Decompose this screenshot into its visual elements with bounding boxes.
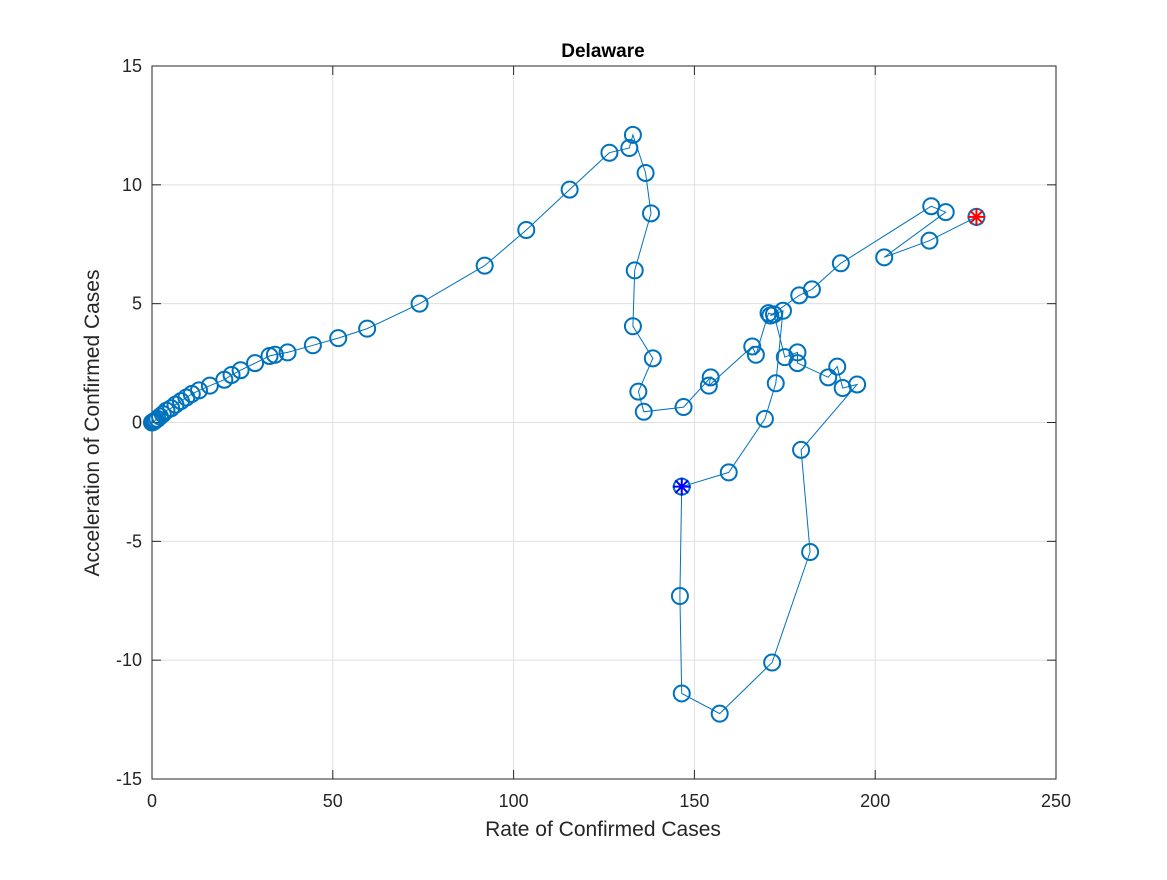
data-point bbox=[701, 368, 720, 387]
data-point bbox=[801, 543, 820, 562]
y-tick-label: 10 bbox=[122, 175, 142, 195]
data-point bbox=[517, 220, 536, 239]
x-tick-label: 250 bbox=[1041, 791, 1071, 811]
data-point bbox=[788, 354, 807, 373]
end-point-marker bbox=[967, 207, 986, 226]
data-point bbox=[190, 381, 209, 400]
data-point bbox=[222, 365, 241, 384]
data-point bbox=[303, 336, 322, 355]
data-point bbox=[802, 280, 821, 299]
data-point bbox=[792, 440, 811, 459]
chart-title: Delaware bbox=[561, 41, 644, 62]
data-point bbox=[763, 653, 782, 672]
data-point bbox=[719, 463, 738, 482]
data-point bbox=[761, 306, 780, 325]
x-tick-label: 0 bbox=[147, 791, 157, 811]
data-point bbox=[475, 256, 494, 275]
data-point bbox=[674, 398, 693, 417]
data-point bbox=[629, 382, 648, 401]
data-point bbox=[642, 204, 661, 223]
y-tick-label: -5 bbox=[126, 531, 142, 551]
data-point bbox=[278, 343, 297, 362]
x-axis-label: Rate of Confirmed Cases bbox=[485, 818, 721, 841]
y-tick-label: -15 bbox=[116, 769, 142, 789]
data-point bbox=[358, 319, 377, 338]
ticks: 0 50 100 150 200 250 -15 -10 -5 0 5 10 15 bbox=[116, 56, 1071, 811]
y-tick-label: -10 bbox=[116, 650, 142, 670]
data-point bbox=[710, 704, 729, 723]
data-point bbox=[788, 343, 807, 362]
data-point bbox=[560, 180, 579, 199]
y-tick-label: 15 bbox=[122, 56, 142, 76]
x-tick-label: 200 bbox=[860, 791, 890, 811]
data-point bbox=[848, 375, 867, 394]
data-point bbox=[831, 254, 850, 273]
y-axis-label: Acceleration of Confirmed Cases bbox=[81, 270, 104, 577]
y-tick-label: 0 bbox=[132, 413, 142, 433]
data-point bbox=[819, 368, 838, 387]
data-point bbox=[265, 345, 284, 364]
data-point bbox=[743, 337, 762, 356]
y-tick-label: 5 bbox=[132, 294, 142, 314]
x-tick-label: 100 bbox=[499, 791, 529, 811]
data-point bbox=[773, 301, 792, 320]
data-point bbox=[623, 125, 642, 144]
data-point bbox=[875, 248, 894, 267]
data-point bbox=[936, 203, 955, 222]
data-point bbox=[670, 586, 689, 605]
start-point-marker-stroke bbox=[674, 479, 689, 494]
x-tick-label: 50 bbox=[323, 791, 343, 811]
data-point bbox=[410, 294, 429, 313]
highlight-markers bbox=[672, 207, 986, 496]
data-point bbox=[766, 374, 785, 393]
data-point bbox=[699, 376, 718, 395]
data-point bbox=[600, 143, 619, 162]
data-point bbox=[634, 402, 653, 421]
data-point bbox=[746, 345, 765, 364]
data-point bbox=[920, 231, 939, 250]
data-point bbox=[620, 138, 639, 157]
data-point bbox=[636, 163, 655, 182]
x-tick-label: 150 bbox=[679, 791, 709, 811]
data-point bbox=[246, 354, 265, 373]
data-point bbox=[329, 329, 348, 348]
data-point bbox=[231, 361, 250, 380]
data-point bbox=[643, 349, 662, 368]
data-point bbox=[623, 317, 642, 336]
data-point bbox=[755, 409, 774, 428]
data-point bbox=[828, 357, 847, 376]
data-point bbox=[625, 261, 644, 280]
end-point-marker-stroke bbox=[969, 209, 984, 224]
data-point bbox=[672, 684, 691, 703]
start-point-marker bbox=[672, 477, 691, 496]
